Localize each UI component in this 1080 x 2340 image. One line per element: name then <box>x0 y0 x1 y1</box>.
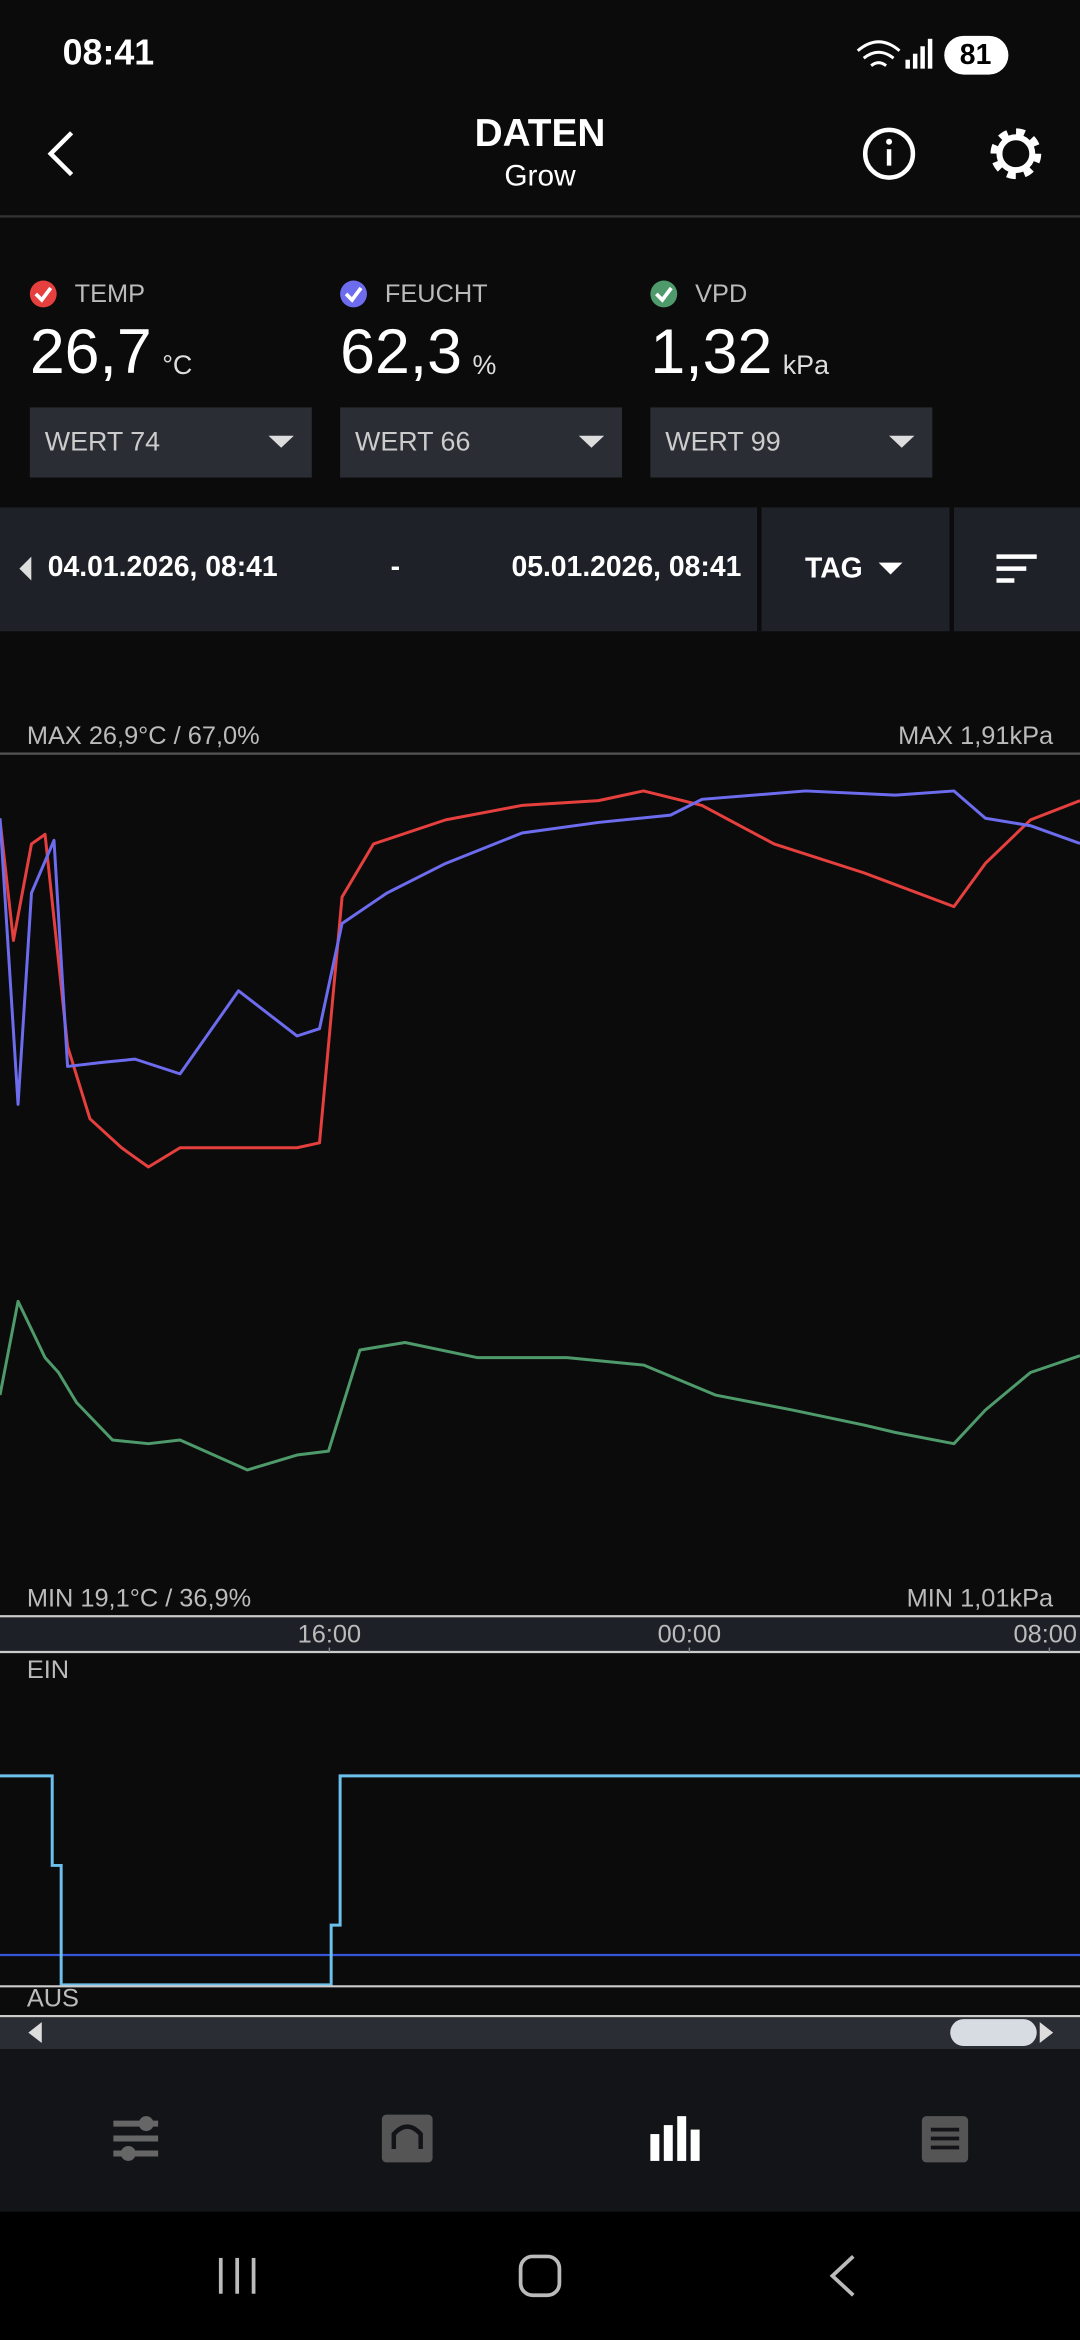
scroll-right[interactable] <box>1039 2022 1054 2044</box>
sensor-unit: % <box>472 350 496 380</box>
x-axis-strip <box>0 1617 1080 1653</box>
battery-level: 81 <box>960 39 992 71</box>
sensor-check <box>29 280 57 308</box>
sensor-label: VPD <box>695 280 747 308</box>
switch-off-label: AUS <box>27 1984 79 2012</box>
status-icons <box>856 38 933 69</box>
check-mark <box>344 286 363 303</box>
sensor-select-text[interactable]: WERT 99 <box>665 426 780 456</box>
x-tick-label: 00:00 <box>658 1620 721 1648</box>
dropdown-arrow[interactable] <box>578 435 605 448</box>
nav-controls[interactable] <box>113 2116 159 2161</box>
back-button[interactable] <box>47 131 74 177</box>
sort-button[interactable] <box>996 554 1037 583</box>
check-mark <box>34 286 53 303</box>
header-title: DATEN <box>475 112 606 155</box>
x-tick-label: 16:00 <box>298 1620 361 1648</box>
system-nav <box>0 2211 1080 2340</box>
chart-plot <box>0 789 1080 1653</box>
sensor-check <box>650 280 678 308</box>
x-tick-label: 08:00 <box>1014 1620 1077 1648</box>
dropdown-arrow[interactable] <box>889 435 915 448</box>
range-to[interactable]: 05.01.2026, 08:41 <box>511 551 741 583</box>
switch-on-label: EIN <box>27 1656 69 1684</box>
sensor-unit: kPa <box>783 350 829 380</box>
scroll-thumb[interactable] <box>950 2019 1037 2047</box>
sensor-select[interactable] <box>650 407 933 478</box>
range-from[interactable]: 04.01.2026, 08:41 <box>48 551 278 583</box>
dropdown-arrow[interactable] <box>268 435 294 448</box>
max-left: MAX 26,9°C / 67,0% <box>27 722 260 750</box>
sensor-label: FEUCHT <box>385 280 488 308</box>
settings-button[interactable] <box>990 128 1042 180</box>
scroll-left[interactable] <box>28 2022 42 2044</box>
nav-device[interactable] <box>381 2114 433 2163</box>
nav-log[interactable] <box>921 2116 969 2163</box>
check-mark <box>655 286 673 303</box>
sensor-select[interactable] <box>340 407 623 478</box>
max-right: MAX 1,91kPa <box>898 722 1054 750</box>
nav-data[interactable] <box>650 2116 700 2161</box>
sensor-value: 62,3 <box>340 317 462 387</box>
switch-line <box>0 1774 1080 1987</box>
series-line <box>0 789 1080 1106</box>
sensor-select[interactable] <box>29 407 312 478</box>
status-time: 08:41 <box>63 33 155 73</box>
sensor-select-text[interactable]: WERT 74 <box>45 426 160 456</box>
sensor-label: TEMP <box>75 280 145 308</box>
sys-home[interactable] <box>518 2254 562 2298</box>
sensor-unit: °C <box>162 350 192 380</box>
scrollbar[interactable] <box>0 2017 1080 2049</box>
bottom-nav <box>0 2048 1080 2212</box>
period-select[interactable]: TAG <box>805 553 863 585</box>
series-line <box>0 1299 1080 1472</box>
range-bar <box>0 507 1080 632</box>
range-prev[interactable] <box>19 556 32 581</box>
sys-recent[interactable] <box>218 2257 256 2294</box>
sensor-value: 1,32 <box>650 317 772 387</box>
dropdown-arrow[interactable] <box>878 562 903 575</box>
range-separator: - <box>391 551 400 583</box>
sensor-check <box>340 280 367 308</box>
header-subtitle: Grow <box>504 159 576 192</box>
info-button[interactable] <box>862 127 916 180</box>
sensor-select-text[interactable]: WERT 66 <box>355 426 470 456</box>
sys-back[interactable] <box>829 2255 855 2297</box>
min-left: MIN 19,1°C / 36,9% <box>27 1584 251 1612</box>
sensor-value: 26,7 <box>30 317 152 387</box>
min-right: MIN 1,01kPa <box>907 1584 1054 1612</box>
battery <box>944 35 1009 75</box>
